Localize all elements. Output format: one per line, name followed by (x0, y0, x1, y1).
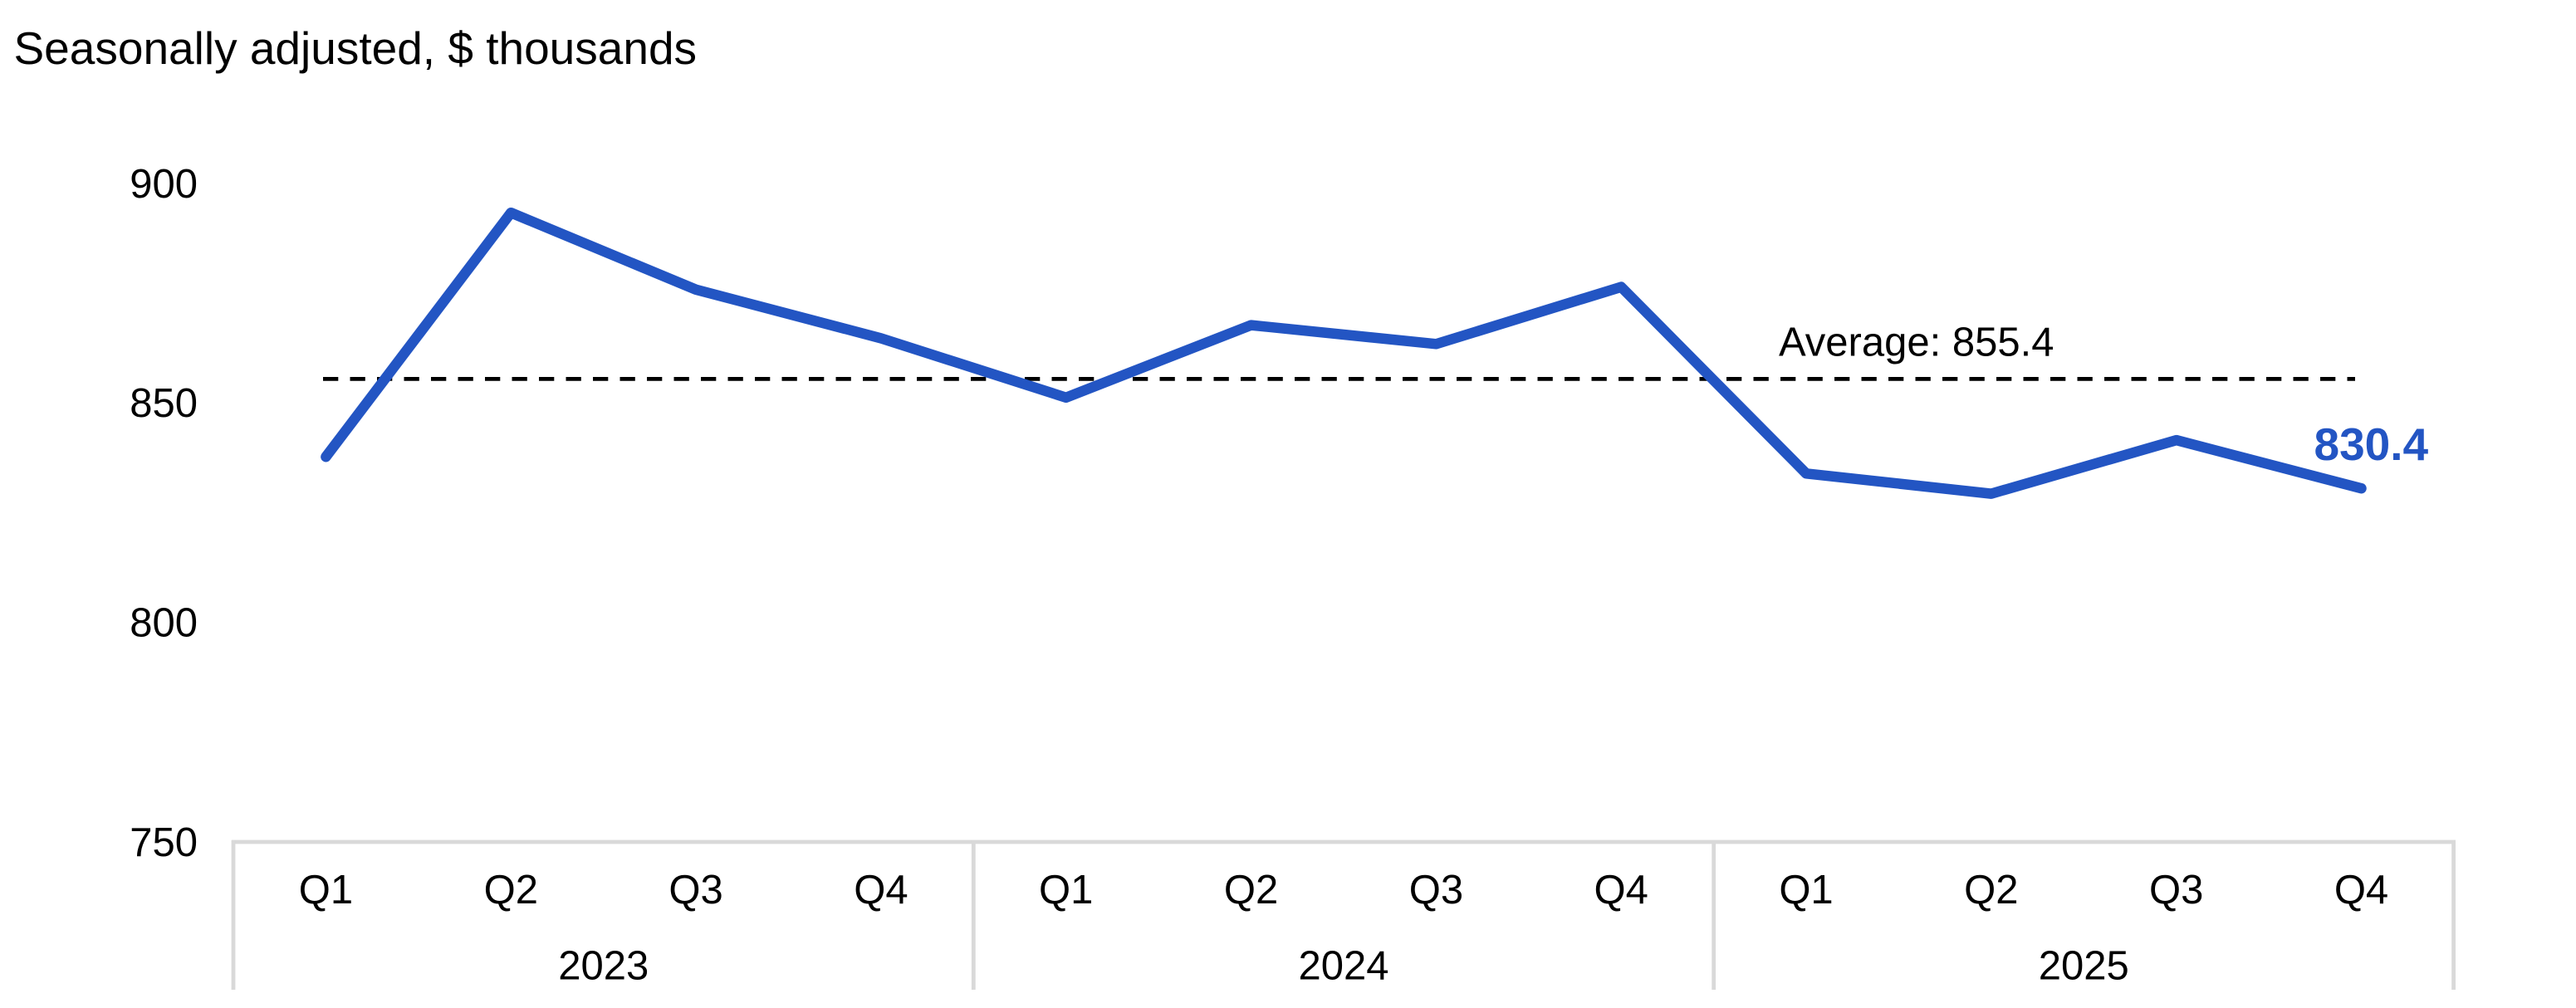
svg-text:Q3: Q3 (1409, 868, 1463, 913)
svg-text:Q2: Q2 (1964, 868, 2018, 913)
svg-text:Q3: Q3 (668, 868, 722, 913)
svg-text:Q3: Q3 (2149, 868, 2203, 913)
svg-text:750: 750 (130, 820, 198, 865)
svg-text:Q4: Q4 (1594, 868, 1648, 913)
svg-text:Seasonally adjusted, $ thousan: Seasonally adjusted, $ thousands (14, 22, 698, 74)
svg-text:Q2: Q2 (484, 868, 538, 913)
svg-text:Q2: Q2 (1224, 868, 1278, 913)
svg-text:830.4: 830.4 (2314, 418, 2429, 470)
svg-text:Q1: Q1 (1779, 868, 1833, 913)
svg-text:850: 850 (130, 381, 198, 426)
svg-text:800: 800 (130, 601, 198, 646)
svg-text:2025: 2025 (2039, 944, 2129, 989)
svg-text:2023: 2023 (558, 944, 649, 989)
svg-text:2024: 2024 (1298, 944, 1388, 989)
svg-text:Q4: Q4 (854, 868, 908, 913)
svg-text:Q1: Q1 (1039, 868, 1093, 913)
svg-text:900: 900 (130, 162, 198, 207)
svg-text:Q1: Q1 (299, 868, 353, 913)
svg-text:Average: 855.4: Average: 855.4 (1779, 321, 2054, 365)
svg-text:Q4: Q4 (2334, 868, 2388, 913)
